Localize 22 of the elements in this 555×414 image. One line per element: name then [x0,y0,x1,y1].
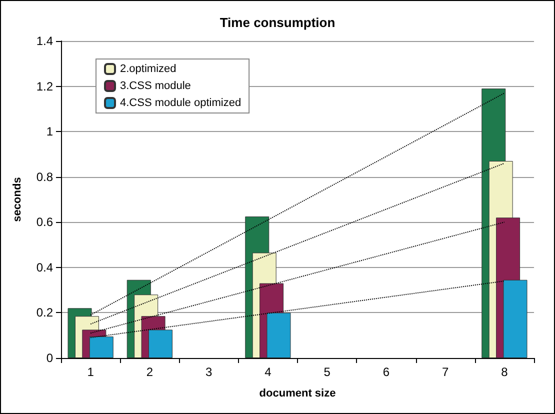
x-tick-label: 1 [87,365,94,379]
y-tick-label: 1.2 [36,79,54,94]
x-tick-label: 7 [442,365,449,379]
x-tick-label: 8 [501,365,508,379]
legend-label: 2.optimized [120,63,176,75]
x-tick-label: 2 [146,365,154,379]
y-tick-label: 0.4 [36,260,54,274]
legend-label: 3.CSS module [120,80,191,92]
y-tick-label: 0 [46,351,54,365]
y-tick-label: 1 [46,124,54,139]
y-tick-label: 0.6 [36,215,54,230]
y-tick-label: 1.4 [36,34,54,48]
x-tick-label: 4 [264,365,272,379]
x-tick-label: 3 [205,365,212,379]
x-tick-label: 5 [324,365,331,379]
chart-title: Time consumption [220,15,336,30]
y-tick-label: 0.8 [36,170,54,184]
legend-label: 4.CSS module optimized [120,97,242,109]
x-tick-label: 6 [382,365,390,379]
y-tick-label: 0.2 [36,306,54,320]
x-axis-title: document size [259,388,336,400]
y-axis-title: seconds [12,177,24,222]
